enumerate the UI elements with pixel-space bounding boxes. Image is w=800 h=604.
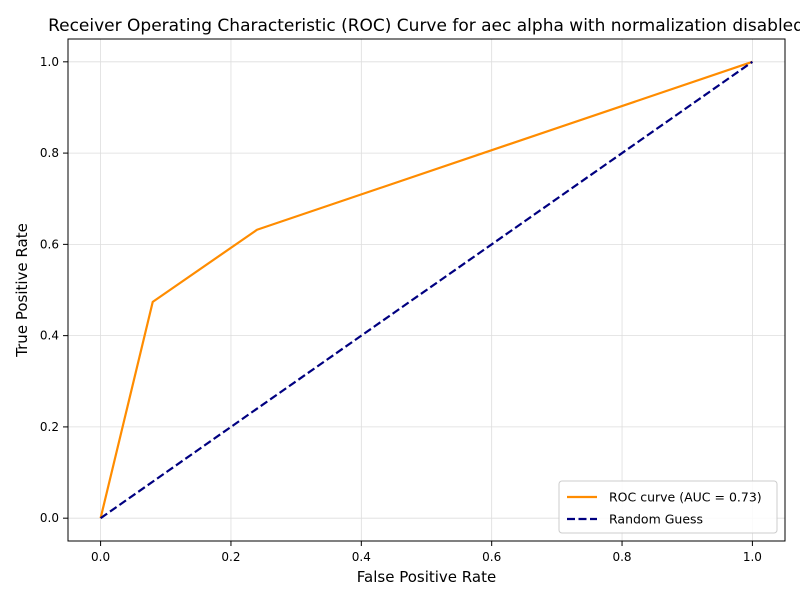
x-tick-label-3: 0.6 xyxy=(482,550,501,564)
legend-box xyxy=(558,480,778,534)
y-tick-label-2: 0.4 xyxy=(40,329,59,343)
x-tick-label-4: 0.8 xyxy=(612,550,631,564)
grid-layer xyxy=(68,39,785,541)
y-tick-label-3: 0.6 xyxy=(40,237,59,251)
plot-frame xyxy=(67,38,786,542)
legend: ROC curve (AUC = 0.73) Random Guess xyxy=(558,480,778,534)
y-axis-label: True Positive Rate xyxy=(13,223,31,358)
y-tick-label-0: 0.0 xyxy=(40,511,59,525)
legend-label-0: ROC curve (AUC = 0.73) xyxy=(609,490,762,505)
tick-layer: 0.0 0.2 0.4 0.6 0.8 1.0 0.0 0.2 0.4 0.6 0.8 1.0 xyxy=(40,55,762,564)
chart-title: Receiver Operating Characteristic (ROC) … xyxy=(48,16,800,36)
y-tick-label-4: 0.8 xyxy=(40,146,59,160)
x-tick-label-2: 0.4 xyxy=(352,550,371,564)
x-tick-label-5: 1.0 xyxy=(743,550,762,564)
legend-label-1: Random Guess xyxy=(609,512,703,527)
x-axis-label: False Positive Rate xyxy=(357,568,496,586)
series-line-1 xyxy=(99,60,754,520)
series-layer xyxy=(99,60,754,520)
x-tick-label-1: 0.2 xyxy=(221,550,240,564)
y-tick-label-1: 0.2 xyxy=(40,420,59,434)
y-tick-label-5: 1.0 xyxy=(40,55,59,69)
x-tick-label-0: 0.0 xyxy=(91,550,110,564)
series-line-0 xyxy=(99,60,753,519)
